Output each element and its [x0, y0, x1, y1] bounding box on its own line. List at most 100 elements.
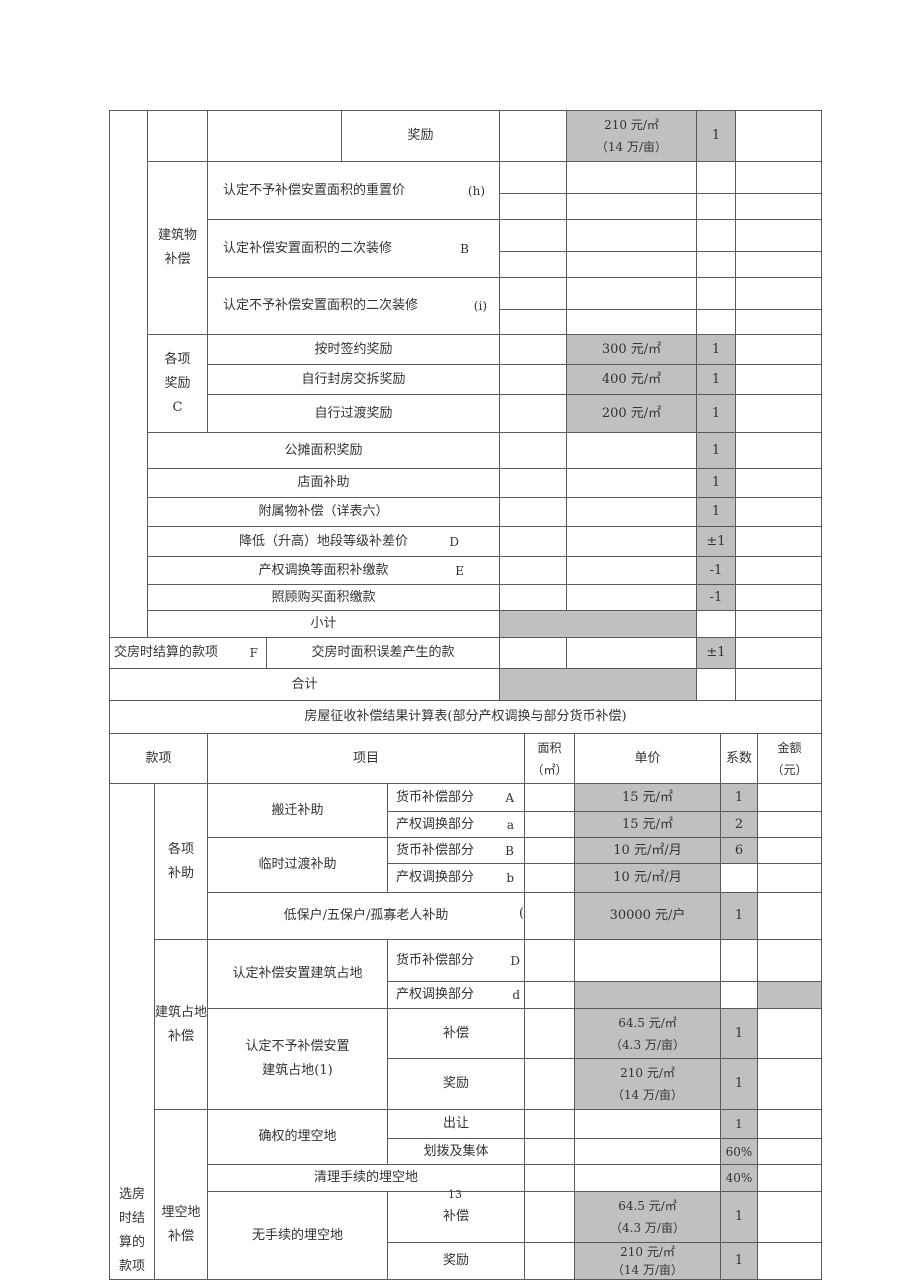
table-cell-coef: 60% — [720, 1138, 758, 1165]
cell-text: 货币补偿部分 — [396, 952, 475, 968]
table-cell-label: 认定不予补偿安置面积的重置价 (h) — [207, 161, 500, 220]
table-cell-empty — [696, 193, 736, 220]
cell-text: 金额 （元） — [771, 740, 808, 777]
table-cell-label: 按时签约奖励 — [207, 334, 500, 365]
table-cell-empty — [757, 1242, 822, 1280]
table-cell-empty — [566, 526, 697, 557]
cell-text: 认定补偿安置建筑占地 — [232, 966, 363, 981]
table-cell-empty — [524, 1058, 575, 1110]
table-cell-label: 降低（升高）地段等级补差价 D — [147, 526, 500, 557]
cell-text: 1 — [711, 341, 721, 357]
table-cell-r1-price: 210 元/㎡ （14 万/亩） — [566, 110, 697, 162]
table-cell-empty — [574, 1164, 721, 1192]
cell-text: 建筑物 补偿 — [157, 228, 197, 267]
table-cell-empty — [574, 939, 721, 982]
table-cell-empty — [524, 1191, 575, 1243]
table-cell-empty — [566, 219, 697, 252]
table-cell-empty — [696, 251, 736, 278]
table-cell-vacant-confirmed: 确权的埋空地 — [207, 1109, 388, 1165]
table-cell-land-recognized: 认定补偿安置建筑占地 — [207, 939, 388, 1009]
table-cell-empty — [696, 277, 736, 310]
cell-text: 建筑占地 补偿 — [155, 1004, 208, 1044]
table-cell-empty — [735, 668, 822, 701]
table-cell-price: 64.5 元/㎡ （4.3 万/亩） — [574, 1008, 721, 1059]
item-code: E — [455, 563, 464, 578]
table-cell-headers: 项目 — [207, 733, 525, 784]
table-cell-low-income-coef: 1 — [720, 892, 758, 940]
item-code: B — [460, 241, 469, 256]
table-cell-empty — [735, 193, 822, 220]
table-cell-empty — [720, 981, 758, 1009]
cell-text: 1 — [734, 789, 744, 805]
table-cell-price: 64.5 元/㎡ （4.3 万/亩） — [574, 1191, 721, 1243]
cell-text: 店面补助 — [297, 475, 350, 490]
cell-text: 15 元/㎡ — [621, 789, 674, 805]
cell-text: 合计 — [291, 676, 318, 692]
cell-text: 产权调换部分 — [396, 870, 475, 885]
item-code: a — [506, 817, 514, 832]
table-cell-low-income: 低保户/五保户/孤寡老人补助 — [207, 892, 525, 940]
cell-text: 认定不予补偿安置面积的二次装修 — [223, 298, 419, 313]
cell-text: 临时过渡补助 — [258, 857, 337, 872]
table-cell-label: 附属物补偿（详表六） — [147, 497, 500, 527]
table-cell-title: 房屋征收补偿结果计算表(部分产权调换与部分货币补偿) — [109, 700, 822, 734]
table-cell-empty — [499, 637, 567, 669]
item-code: d — [512, 988, 520, 1002]
table-cell-empty — [524, 1008, 575, 1059]
stray-mark: ( — [519, 906, 525, 921]
cell-text: 交房时面积误差产生的款 — [311, 645, 455, 660]
cell-text: 照顾购买面积缴款 — [271, 589, 376, 605]
table-cell-coef: 1 — [720, 1242, 758, 1280]
table-cell-empty — [566, 584, 697, 611]
table-cell-price: 210 元/㎡ （14 万/亩） — [574, 1058, 721, 1110]
cell-text: 15 元/㎡ — [621, 816, 674, 832]
table-cell-empty — [524, 981, 575, 1009]
table-cell-empty — [499, 468, 567, 498]
cell-text: 各项 补助 — [167, 841, 194, 881]
table-cell-empty — [499, 161, 567, 194]
table-cell-empty — [499, 432, 567, 469]
table-cell-empty — [499, 251, 567, 278]
cell-text: 附属物补偿（详表六） — [258, 504, 389, 519]
table-cell-empty — [735, 610, 822, 638]
table-cell-label: 认定不予补偿安置面积的二次装修 (i) — [207, 277, 500, 335]
table-cell-label: 产权调换部分 b — [387, 863, 525, 893]
cell-text: 奖励 — [442, 1076, 469, 1091]
table-cell-empty — [499, 110, 567, 162]
table-cell-empty — [757, 811, 822, 838]
cell-text: 210 元/㎡ （14 万/亩） — [611, 1245, 684, 1277]
table-cell-coef: 1 — [720, 1008, 758, 1059]
table-cell-label: 奖励 — [387, 1242, 525, 1280]
table-cell-empty — [499, 364, 567, 395]
cell-text: 6 — [734, 842, 744, 858]
table-cell-empty — [696, 610, 736, 638]
table-cell-empty — [524, 863, 575, 893]
cell-text: 交房时结算的款项 — [114, 645, 219, 660]
cell-text: 系数 — [725, 750, 752, 766]
cell-text: 64.5 元/㎡ （4.3 万/亩） — [610, 1015, 685, 1052]
table-cell-subsidy-group: 各项 补助 — [154, 783, 208, 940]
table-cell-handover-item: 交房时面积误差产生的款 — [266, 637, 500, 669]
table-cell-empty — [735, 497, 822, 527]
table-cell-empty — [574, 1109, 721, 1139]
table-cell-label: 货币补偿部分 D — [387, 939, 525, 982]
table-cell-empty — [499, 394, 567, 433]
table-cell-price: 10 元/㎡/月 — [574, 863, 721, 893]
cell-text: ±1 — [706, 533, 726, 549]
table-cell-label: 产权调换部分 d — [387, 981, 525, 1009]
cell-text: 300 元/㎡ — [601, 341, 662, 357]
table-cell-headers: 面积 （㎡） — [524, 733, 575, 784]
table-cell-vacant-none: 无手续的埋空地 — [207, 1191, 388, 1280]
table-cell-coef: 1 — [696, 497, 736, 527]
table-cell-label: 认定补偿安置面积的二次装修 B — [207, 219, 500, 278]
table-cell-headers: 金额 （元） — [757, 733, 822, 784]
table-cell-coef: 1 — [696, 334, 736, 365]
cell-text: 项目 — [352, 750, 379, 766]
table-cell-price: 210 元/㎡ （14 万/亩） — [574, 1242, 721, 1280]
table-cell-empty — [757, 863, 822, 893]
table-cell-empty — [524, 837, 575, 864]
cell-text: 埋空地 补偿 — [161, 1204, 201, 1244]
cell-text: 奖励 — [442, 1253, 469, 1268]
cell-text: 10 元/㎡/月 — [613, 842, 682, 858]
cell-text: 210 元/㎡ （14 万/亩） — [595, 118, 668, 154]
